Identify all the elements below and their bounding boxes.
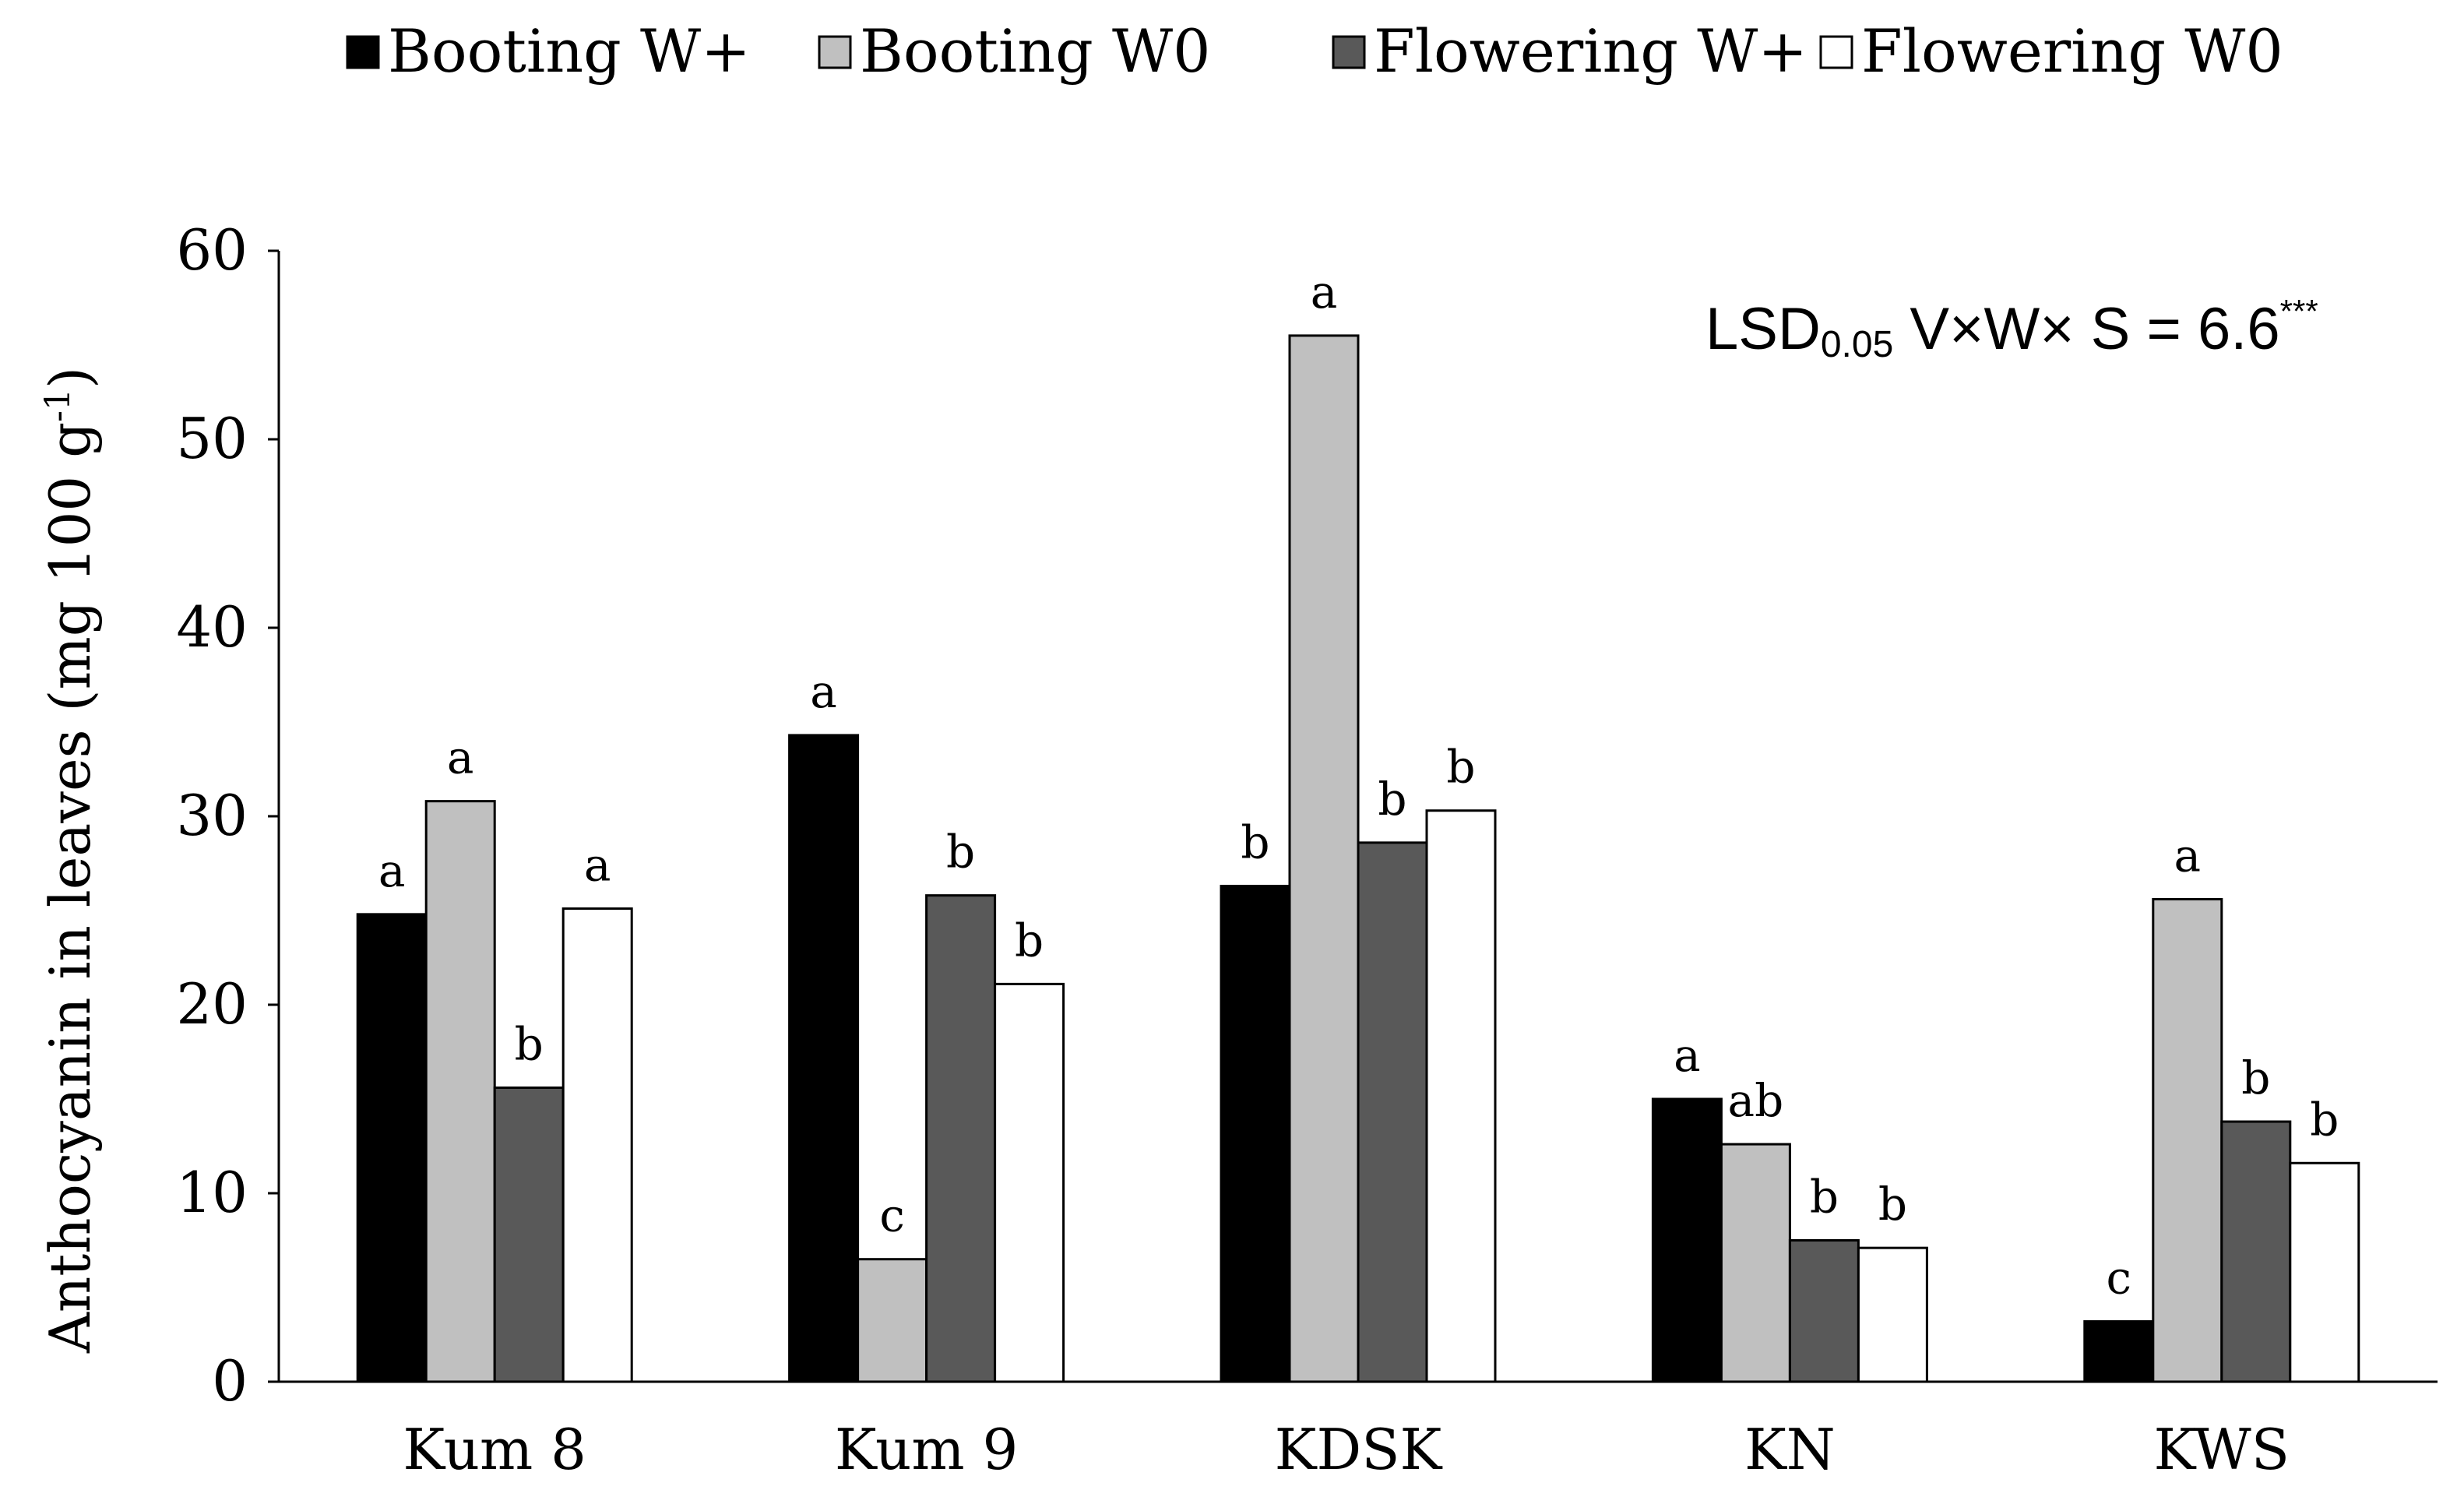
legend-swatch — [1819, 35, 1853, 69]
legend-swatch — [1332, 35, 1366, 69]
legend-label: Booting W+ — [388, 16, 751, 86]
lsd-subscript: 0.05 — [1821, 324, 1893, 365]
y-tick-label: 10 — [176, 1160, 248, 1225]
bar — [2083, 1320, 2155, 1383]
category-labels: Kum 8 Kum 9 KDSK KN KWS — [403, 1417, 2290, 1482]
x-category-label: KN — [1744, 1417, 1836, 1482]
bar — [994, 982, 1065, 1383]
y-tick-label: 20 — [176, 971, 248, 1037]
lsd-rest: V×W× S = 6.6 — [1893, 296, 2279, 362]
significance-letter: b — [1810, 1171, 1839, 1224]
bar — [424, 800, 496, 1383]
significance-letter: a — [2174, 829, 2202, 882]
y-axis-label: Anthocyanin in leaves (mg 100 g-1) — [37, 367, 103, 1354]
bar — [1857, 1246, 1928, 1383]
legend-label: Flowering W0 — [1861, 16, 2283, 86]
bar — [1425, 809, 1497, 1383]
bar — [1288, 334, 1360, 1383]
significance-letter: b — [515, 1017, 544, 1070]
y-tick-label: 40 — [176, 594, 248, 660]
bar — [1651, 1097, 1723, 1383]
bar — [493, 1086, 565, 1383]
significance-letter: b — [1241, 816, 1269, 869]
bar — [561, 907, 633, 1383]
significance-letter: b — [946, 826, 975, 879]
bar — [2152, 897, 2223, 1383]
x-category-label: Kum 8 — [403, 1417, 586, 1482]
y-tick-label: 50 — [176, 406, 248, 471]
significance-letter: b — [1446, 741, 1475, 794]
significance-letter: a — [584, 839, 611, 892]
legend-swatch — [818, 35, 852, 69]
lsd-main: LSD — [1705, 296, 1821, 362]
bars — [356, 334, 2360, 1383]
bar — [356, 913, 428, 1383]
significance-letter: b — [2310, 1093, 2339, 1146]
legend-label: Flowering W+ — [1374, 16, 1808, 86]
significance-letter: b — [1015, 914, 1044, 967]
bar — [2220, 1120, 2292, 1383]
bar — [1720, 1143, 1791, 1383]
significance-letter: c — [879, 1189, 904, 1242]
y-axis-label-close: ) — [37, 367, 103, 389]
lsd-annotation: LSD0.05 V×W× S = 6.6*** — [1705, 293, 2318, 365]
bar — [788, 734, 860, 1383]
significance-letter: a — [1311, 266, 1338, 319]
significance-letter: a — [1674, 1029, 1701, 1082]
legend: Booting W+ Booting W0 Flowering W+ Flowerin… — [346, 16, 2283, 86]
bar — [2289, 1161, 2360, 1383]
y-tick-label: 60 — [176, 217, 248, 283]
legend-swatch — [346, 35, 380, 69]
y-tick-label: 30 — [176, 783, 248, 848]
y-axis-label-main: Anthocyanin in leaves (mg 100 g — [37, 422, 103, 1354]
axes: 0 10 20 30 40 50 60 — [176, 217, 2438, 1414]
x-category-label: KDSK — [1275, 1417, 1443, 1482]
bar — [1357, 841, 1428, 1383]
legend-label: Booting W0 — [860, 16, 1210, 86]
bar — [857, 1258, 928, 1383]
lsd-superscript: *** — [2280, 293, 2318, 329]
x-category-label: KWS — [2154, 1417, 2290, 1482]
bar — [1220, 885, 1291, 1383]
y-axis-label-superscript: -1 — [38, 389, 78, 422]
bar — [1788, 1239, 1860, 1383]
significance-letter: b — [1878, 1178, 1907, 1231]
significance-letter: a — [810, 665, 837, 718]
significance-letter: ab — [1728, 1074, 1784, 1127]
x-category-label: Kum 9 — [835, 1417, 1019, 1482]
significance-letter: a — [447, 731, 474, 784]
lsd-annotation-text: LSD0.05 V×W× S = 6.6*** — [1705, 293, 2318, 365]
significance-letter: a — [378, 844, 406, 897]
significance-letter: b — [1378, 773, 1406, 826]
significance-letter: b — [2241, 1051, 2270, 1104]
bar — [925, 894, 997, 1383]
significance-letter: c — [2107, 1252, 2131, 1305]
y-tick-label: 0 — [212, 1348, 248, 1414]
